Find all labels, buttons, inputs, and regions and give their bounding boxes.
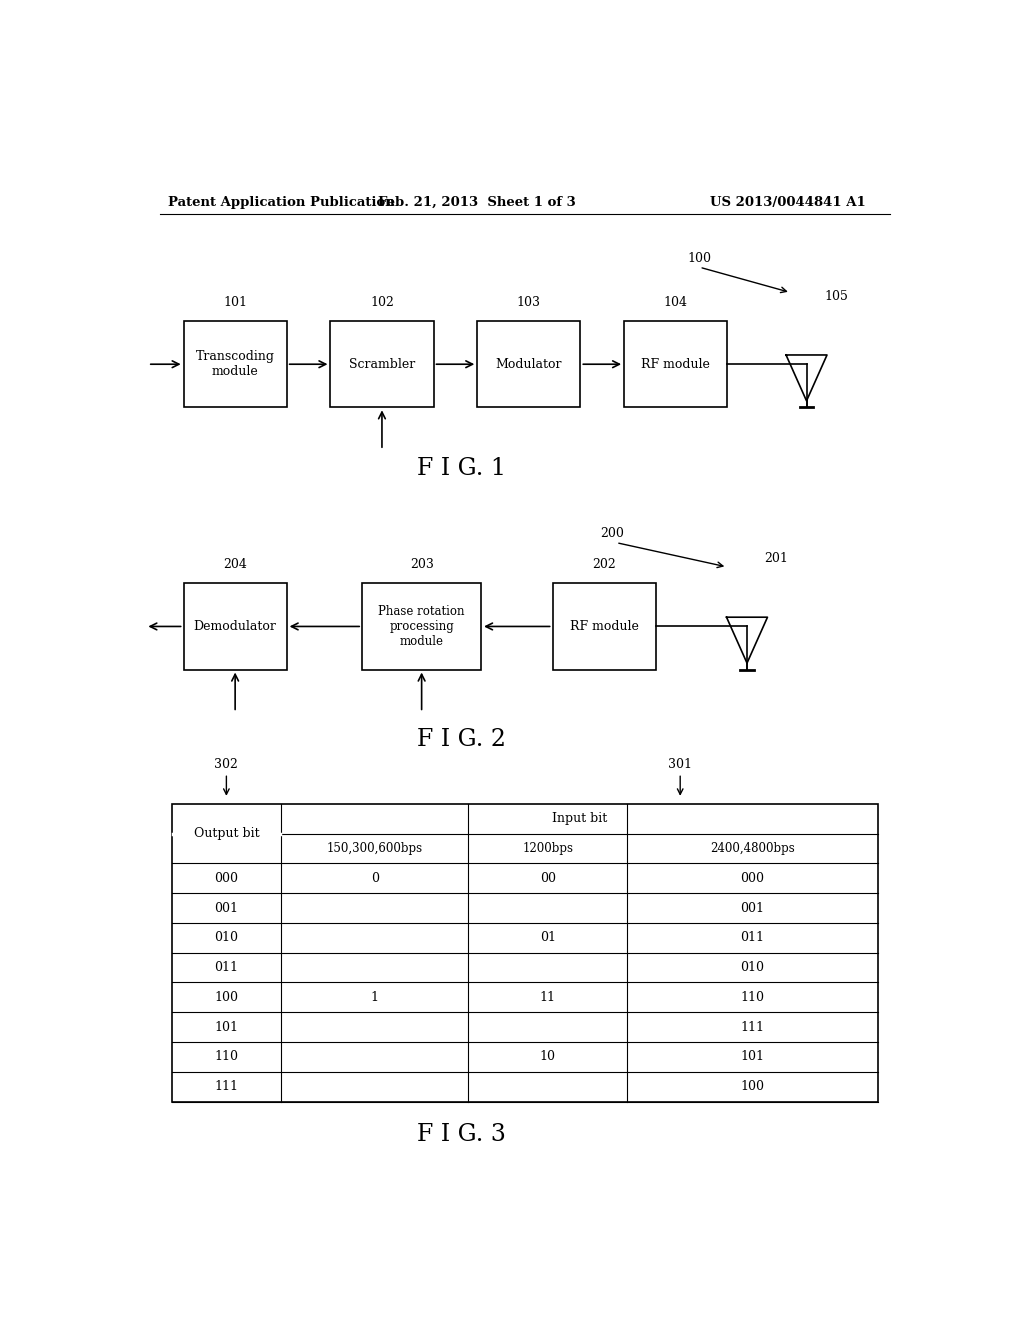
Text: 11: 11: [540, 991, 556, 1005]
Text: Modulator: Modulator: [496, 358, 562, 371]
Text: 001: 001: [214, 902, 239, 915]
FancyBboxPatch shape: [624, 321, 727, 408]
Text: F I G. 3: F I G. 3: [417, 1123, 506, 1146]
Text: 01: 01: [540, 932, 556, 944]
Text: 105: 105: [824, 289, 848, 302]
Text: 000: 000: [214, 871, 239, 884]
Text: US 2013/0044841 A1: US 2013/0044841 A1: [711, 195, 866, 209]
Text: 011: 011: [214, 961, 239, 974]
Text: 100: 100: [214, 991, 239, 1005]
Text: 1200bps: 1200bps: [522, 842, 573, 855]
FancyBboxPatch shape: [183, 321, 287, 408]
Text: 00: 00: [540, 871, 556, 884]
Text: Demodulator: Demodulator: [194, 620, 276, 634]
Text: 101: 101: [214, 1020, 239, 1034]
Text: 204: 204: [223, 558, 247, 572]
Text: 1: 1: [371, 991, 379, 1005]
Text: 110: 110: [214, 1051, 239, 1064]
FancyBboxPatch shape: [477, 321, 581, 408]
Text: RF module: RF module: [569, 620, 639, 634]
Text: Patent Application Publication: Patent Application Publication: [168, 195, 394, 209]
Bar: [172, 804, 878, 1102]
Text: 203: 203: [410, 558, 433, 572]
Text: Scrambler: Scrambler: [349, 358, 415, 371]
Text: F I G. 2: F I G. 2: [417, 729, 506, 751]
Text: 100: 100: [687, 252, 712, 265]
Text: 301: 301: [669, 758, 692, 771]
Text: 101: 101: [740, 1051, 765, 1064]
Text: Output bit: Output bit: [194, 828, 259, 840]
Text: Transcoding
module: Transcoding module: [196, 350, 274, 379]
Text: Feb. 21, 2013  Sheet 1 of 3: Feb. 21, 2013 Sheet 1 of 3: [378, 195, 577, 209]
Text: 102: 102: [370, 296, 394, 309]
Text: 104: 104: [664, 296, 687, 309]
Text: 150,300,600bps: 150,300,600bps: [327, 842, 423, 855]
Text: 010: 010: [214, 932, 239, 944]
Text: Phase rotation
processing
module: Phase rotation processing module: [379, 605, 465, 648]
Text: 100: 100: [740, 1080, 765, 1093]
Text: 001: 001: [740, 902, 765, 915]
Text: 0: 0: [371, 871, 379, 884]
Text: 302: 302: [214, 758, 239, 771]
Text: 111: 111: [214, 1080, 239, 1093]
FancyBboxPatch shape: [183, 583, 287, 669]
FancyBboxPatch shape: [362, 583, 481, 669]
Text: 110: 110: [740, 991, 765, 1005]
Text: 111: 111: [740, 1020, 765, 1034]
Text: 200: 200: [600, 527, 624, 540]
Text: RF module: RF module: [641, 358, 710, 371]
Text: 103: 103: [517, 296, 541, 309]
Text: 011: 011: [740, 932, 765, 944]
Text: 010: 010: [740, 961, 765, 974]
Text: 2400,4800bps: 2400,4800bps: [711, 842, 795, 855]
Text: F I G. 1: F I G. 1: [417, 457, 506, 480]
FancyBboxPatch shape: [331, 321, 433, 408]
Text: 000: 000: [740, 871, 765, 884]
Text: 202: 202: [592, 558, 616, 572]
Text: 10: 10: [540, 1051, 556, 1064]
Text: 101: 101: [223, 296, 247, 309]
Text: 201: 201: [765, 552, 788, 565]
FancyBboxPatch shape: [553, 583, 655, 669]
Text: Input bit: Input bit: [552, 812, 607, 825]
